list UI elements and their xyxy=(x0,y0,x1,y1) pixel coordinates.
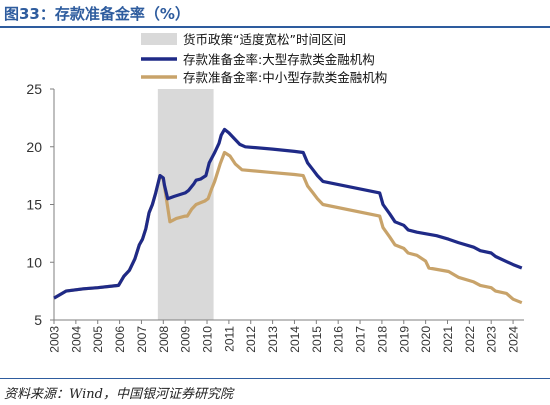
x-tick-label: 2010 xyxy=(201,326,215,353)
figure-title: 图33：存款准备金率（%） xyxy=(4,5,190,23)
legend-label-series: 存款准备金率:中小型存款类金融机构 xyxy=(183,70,387,85)
x-tick-label: 2017 xyxy=(354,326,368,353)
x-tick-label: 2020 xyxy=(419,326,433,353)
legend-label-shaded: 货币政策“适度宽松”时间区间 xyxy=(183,32,346,47)
x-tick-label: 2014 xyxy=(288,326,302,353)
x-tick-label: 2013 xyxy=(266,326,280,353)
x-tick-label: 2012 xyxy=(244,326,258,353)
x-tick-label: 2023 xyxy=(485,326,499,353)
y-tick-label: 15 xyxy=(26,197,42,213)
x-tick-label: 2003 xyxy=(48,326,62,353)
x-tick-label: 2011 xyxy=(222,326,236,352)
title-underline xyxy=(0,26,550,28)
x-tick-label: 2005 xyxy=(91,326,105,353)
source-note: 资料来源：Wind，中国银河证券研究院 xyxy=(4,387,233,402)
axes: 5 10 15 20 25 2003 2004 2005 2006 2007 2008 2009 201… xyxy=(26,81,524,353)
x-tick-label: 2007 xyxy=(135,326,149,353)
x-tick-label: 2015 xyxy=(310,326,324,353)
y-tick-label: 5 xyxy=(34,312,42,328)
y-tick-label: 20 xyxy=(26,139,42,155)
y-tick-label: 25 xyxy=(26,81,42,97)
x-tick-label: 2018 xyxy=(375,326,389,353)
x-tick-label: 2024 xyxy=(507,326,521,353)
x-tick-label: 2016 xyxy=(332,326,346,353)
x-tick-label: 2006 xyxy=(113,326,127,353)
x-tick-label: 2021 xyxy=(441,326,455,353)
x-tick-label: 2004 xyxy=(69,326,83,353)
x-tick-label: 2019 xyxy=(397,326,411,353)
y-tick-label: 10 xyxy=(26,254,42,270)
series-line-large-banks xyxy=(53,127,523,300)
series-layer xyxy=(53,127,523,305)
legend-label-series: 存款准备金率:大型存款类金融机构 xyxy=(183,52,375,67)
x-tick-label: 2009 xyxy=(179,326,193,353)
legend-swatch-shaded xyxy=(141,33,177,45)
series-line-small-medium-banks xyxy=(53,150,523,305)
reserve-ratio-chart: 5 10 15 20 25 2003 2004 2005 2006 2007 2008 2009 201… xyxy=(26,32,524,353)
x-tick-label: 2022 xyxy=(463,326,477,353)
footer-rule xyxy=(0,378,550,379)
x-tick-label: 2008 xyxy=(157,326,171,353)
legend: 货币政策“适度宽松”时间区间存款准备金率:大型存款类金融机构存款准备金率:中小型… xyxy=(141,32,387,85)
